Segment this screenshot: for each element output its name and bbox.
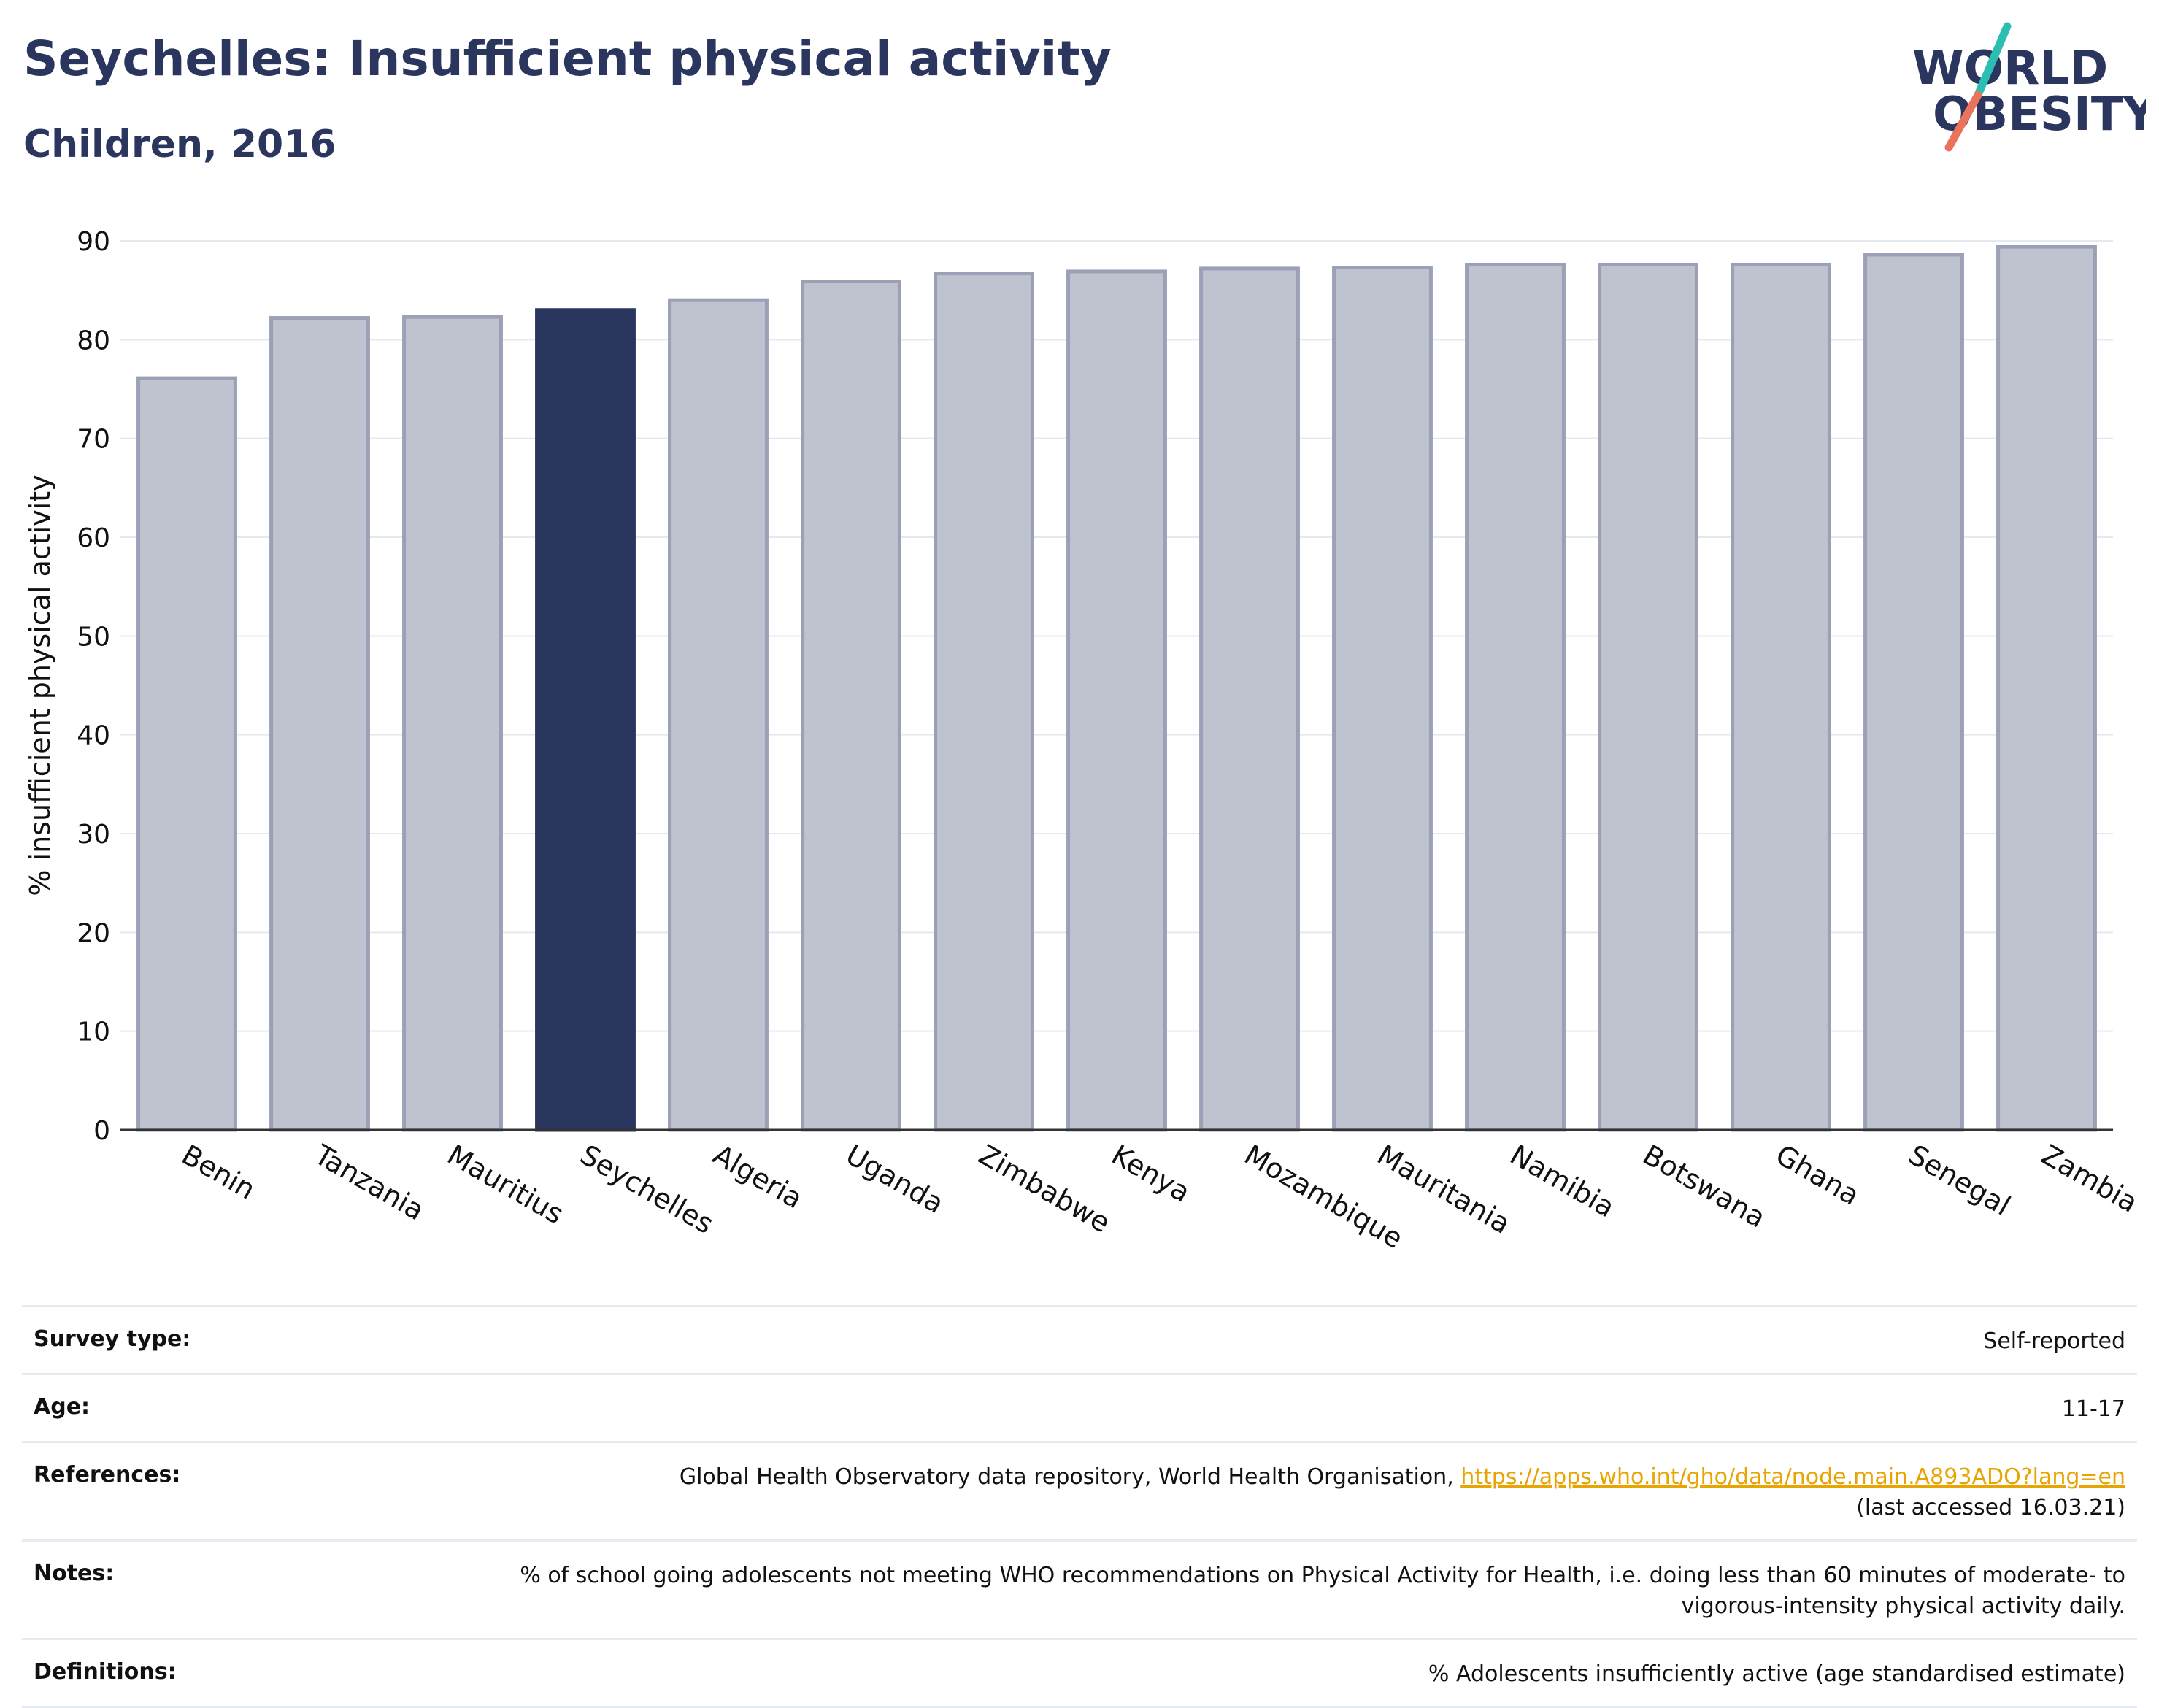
logo-accent-teal — [1974, 22, 2012, 99]
bar-tanzania — [269, 316, 370, 1132]
bar-mauritius — [402, 315, 503, 1132]
survey-type-label: Survey type: — [34, 1326, 191, 1352]
bar-uganda — [801, 279, 901, 1132]
info-row-references: References: Global Health Observatory da… — [22, 1441, 2137, 1539]
info-table: Survey type: Self-reported Age: 11-17 Re… — [22, 1305, 2137, 1708]
chart-title: Seychelles: Insufficient physical activi… — [23, 31, 1112, 87]
chart-subtitle: Children, 2016 — [23, 123, 336, 166]
notes-label: Notes: — [34, 1561, 115, 1586]
x-tick-label-ghana: Ghana — [1771, 1139, 1866, 1212]
survey-type-value: Self-reported — [1983, 1328, 2125, 1354]
references-accessed: (last accessed 16.03.21) — [1856, 1495, 2125, 1520]
x-tick-label-botswana: Botswana — [1638, 1139, 1771, 1234]
definitions-label: Definitions: — [34, 1659, 177, 1685]
age-label: Age: — [34, 1394, 91, 1420]
y-tick-label: 50 — [77, 622, 110, 652]
x-tick-label-tanzania: Tanzania — [309, 1138, 430, 1226]
logo-accent-coral — [1944, 91, 1982, 152]
world-obesity-logo: WORLD OBESITY — [1912, 22, 2146, 152]
y-tick-label: 40 — [77, 721, 110, 751]
y-tick-label: 90 — [77, 227, 110, 257]
info-row-age: Age: 11-17 — [22, 1373, 2137, 1441]
x-tick-label-namibia: Namibia — [1505, 1139, 1620, 1224]
bar-seychelles — [535, 308, 636, 1132]
x-tick-label-kenya: Kenya — [1107, 1139, 1196, 1209]
definitions-value: % Adolescents insufficiently active (age… — [1428, 1661, 2125, 1687]
age-value: 11-17 — [2061, 1396, 2125, 1422]
info-row-definitions: Definitions: % Adolescents insufficientl… — [22, 1638, 2137, 1708]
bar-chart: 0 10 20 30 40 50 60 70 80 90 Benin Tanzania Mauriti… — [24, 227, 2144, 1255]
bar-mozambique — [1199, 266, 1300, 1132]
bar-benin — [136, 376, 237, 1132]
y-axis-ticks: 0 10 20 30 40 50 60 70 80 90 — [77, 227, 110, 1146]
bar-zambia — [1996, 245, 2097, 1132]
bar-mauritania — [1332, 266, 1433, 1132]
y-tick-label: 30 — [77, 820, 110, 850]
references-link[interactable]: https://apps.who.int/gho/data/node.main.… — [1460, 1464, 2125, 1490]
bar-namibia — [1465, 262, 1566, 1132]
notes-value: % of school going adolescents not meetin… — [520, 1563, 2125, 1619]
bar-zimbabwe — [934, 272, 1034, 1132]
bar-senegal — [1863, 253, 1964, 1132]
y-tick-label: 0 — [93, 1116, 110, 1146]
bar-algeria — [668, 298, 769, 1132]
references-label: References: — [34, 1462, 181, 1488]
references-text: Global Health Observatory data repositor… — [679, 1464, 1461, 1490]
bar-kenya — [1066, 269, 1167, 1132]
x-tick-label-benin: Benin — [177, 1139, 261, 1206]
x-tick-label-senegal: Senegal — [1904, 1139, 2016, 1223]
logo-line-1: WORLD — [1912, 42, 2108, 96]
bar-ghana — [1731, 262, 1831, 1132]
x-tick-label-mauritius: Mauritius — [442, 1139, 569, 1231]
y-axis-label: % insufficient physical activity — [24, 474, 56, 896]
y-tick-label: 10 — [77, 1018, 110, 1047]
y-tick-label: 80 — [77, 326, 110, 355]
x-tick-label-zimbabwe: Zimbabwe — [974, 1139, 1116, 1239]
bar-botswana — [1598, 262, 1698, 1132]
x-tick-label-seychelles: Seychelles — [575, 1139, 719, 1240]
bars — [136, 245, 2097, 1132]
x-tick-label-algeria: Algeria — [708, 1139, 809, 1215]
y-tick-label: 60 — [77, 523, 110, 553]
info-row-survey-type: Survey type: Self-reported — [22, 1305, 2137, 1373]
y-tick-label: 70 — [77, 425, 110, 455]
references-value: Global Health Observatory data repositor… — [680, 1462, 2125, 1523]
info-row-notes: Notes: % of school going adolescents not… — [22, 1539, 2137, 1638]
y-tick-label: 20 — [77, 918, 110, 948]
x-tick-label-zambia: Zambia — [2036, 1139, 2144, 1219]
x-tick-label-uganda: Uganda — [841, 1139, 950, 1220]
